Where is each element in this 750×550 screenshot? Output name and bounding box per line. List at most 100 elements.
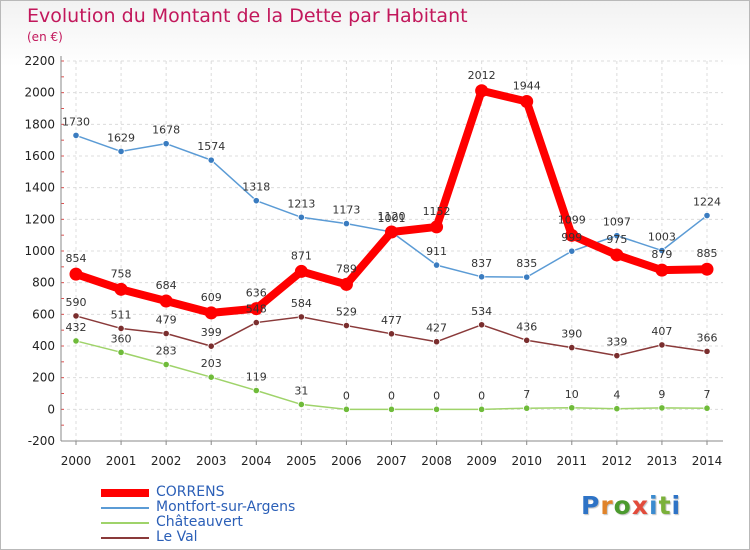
data-point-le-val bbox=[162, 329, 170, 338]
data-label-montfort-sur-argens: 1003 bbox=[648, 231, 676, 244]
legend-swatch-correns bbox=[101, 489, 149, 497]
data-point-montfort-sur-argens bbox=[703, 211, 711, 220]
data-point-correns bbox=[520, 95, 534, 109]
data-label-le-val: 590 bbox=[66, 296, 87, 309]
data-point-ch-teauvert bbox=[387, 405, 396, 413]
data-point-correns bbox=[114, 282, 128, 296]
logo-letter: t bbox=[658, 491, 672, 520]
y-tick-label: 2200 bbox=[24, 54, 55, 68]
data-label-le-val: 529 bbox=[336, 306, 357, 319]
data-label-montfort-sur-argens: 1097 bbox=[603, 216, 631, 229]
data-label-montfort-sur-argens: 1730 bbox=[62, 115, 90, 128]
data-point-le-val bbox=[387, 330, 396, 338]
data-point-correns bbox=[700, 262, 714, 276]
data-label-montfort-sur-argens: 1001 bbox=[378, 212, 406, 225]
data-label-correns: 684 bbox=[156, 279, 177, 292]
data-label-correns: 1099 bbox=[558, 213, 586, 226]
data-label-montfort-sur-argens: 1629 bbox=[107, 131, 135, 144]
x-tick-label: 2005 bbox=[286, 454, 317, 468]
data-label-montfort-sur-argens: 1678 bbox=[152, 124, 180, 137]
y-tick-label: 400 bbox=[32, 339, 55, 353]
axes: -200020040060080010001200140016001800200… bbox=[24, 54, 723, 468]
data-label-ch-teauvert: 7 bbox=[523, 388, 530, 401]
data-point-correns bbox=[475, 84, 489, 98]
data-point-le-val bbox=[568, 343, 576, 352]
data-label-correns: 1944 bbox=[513, 80, 541, 93]
data-label-montfort-sur-argens: 837 bbox=[471, 257, 492, 270]
y-tick-label: 1800 bbox=[24, 117, 55, 131]
data-point-le-val bbox=[703, 347, 711, 355]
data-label-correns: 609 bbox=[201, 291, 222, 304]
data-point-le-val bbox=[523, 336, 531, 344]
data-point-ch-teauvert bbox=[523, 404, 531, 412]
data-point-le-val bbox=[252, 318, 260, 327]
chart-subtitle: (en €) bbox=[27, 30, 63, 44]
data-point-montfort-sur-argens bbox=[207, 156, 215, 164]
data-label-ch-teauvert: 119 bbox=[246, 370, 267, 383]
chart-title: Evolution du Montant de la Dette par Hab… bbox=[27, 5, 468, 27]
data-point-montfort-sur-argens bbox=[252, 197, 260, 205]
data-label-ch-teauvert: 360 bbox=[111, 332, 132, 345]
data-label-le-val: 477 bbox=[381, 314, 402, 327]
x-tick-label: 2011 bbox=[557, 454, 588, 468]
data-label-montfort-sur-argens: 999 bbox=[561, 231, 582, 244]
x-tick-label: 2012 bbox=[602, 454, 633, 468]
logo-letter: i bbox=[671, 491, 682, 520]
data-point-correns bbox=[610, 248, 624, 262]
data-point-ch-teauvert bbox=[252, 386, 260, 395]
data-point-ch-teauvert bbox=[613, 405, 621, 413]
data-label-le-val: 534 bbox=[471, 305, 492, 318]
data-point-correns bbox=[159, 294, 173, 308]
data-label-correns: 758 bbox=[111, 267, 132, 280]
data-point-ch-teauvert bbox=[342, 405, 351, 413]
data-point-ch-teauvert bbox=[72, 337, 80, 345]
data-point-ch-teauvert bbox=[658, 404, 666, 412]
legend-swatch-chateauvert bbox=[101, 522, 149, 524]
data-point-ch-teauvert bbox=[207, 373, 215, 381]
y-tick-label: 1200 bbox=[24, 212, 55, 226]
grid-lines bbox=[61, 60, 723, 442]
data-label-montfort-sur-argens: 1318 bbox=[242, 181, 270, 194]
data-label-ch-teauvert: 7 bbox=[704, 388, 711, 401]
data-label-le-val: 399 bbox=[201, 326, 222, 339]
data-point-montfort-sur-argens bbox=[72, 131, 80, 140]
data-point-montfort-sur-argens bbox=[297, 213, 305, 221]
data-point-correns bbox=[430, 220, 444, 234]
data-point-le-val bbox=[613, 352, 621, 360]
data-point-le-val bbox=[342, 321, 351, 330]
legend-label-montfort: Montfort-sur-Argens bbox=[156, 499, 296, 515]
data-label-correns: 854 bbox=[66, 252, 87, 265]
legend-swatch-le-val bbox=[101, 537, 149, 539]
data-point-montfort-sur-argens bbox=[162, 140, 170, 148]
data-label-le-val: 548 bbox=[246, 303, 267, 316]
data-label-le-val: 584 bbox=[291, 297, 312, 310]
data-label-ch-teauvert: 0 bbox=[343, 389, 350, 402]
data-point-montfort-sur-argens bbox=[658, 246, 666, 255]
logo-letter: r bbox=[600, 491, 614, 520]
data-point-montfort-sur-argens bbox=[568, 247, 576, 255]
data-point-le-val bbox=[478, 321, 486, 329]
x-tick-label: 2013 bbox=[647, 454, 678, 468]
data-label-le-val: 511 bbox=[111, 308, 132, 321]
data-label-correns: 1152 bbox=[423, 205, 451, 218]
logo-letter: o bbox=[613, 491, 632, 520]
legend-label-chateauvert: Châteauvert bbox=[156, 514, 243, 530]
data-point-le-val bbox=[658, 341, 666, 349]
logo-letter: x bbox=[631, 491, 649, 520]
data-point-le-val bbox=[432, 338, 441, 346]
y-tick-label: 2000 bbox=[24, 86, 55, 100]
data-label-ch-teauvert: 9 bbox=[658, 388, 665, 401]
data-point-ch-teauvert bbox=[432, 405, 441, 413]
data-point-ch-teauvert bbox=[297, 400, 305, 409]
data-label-ch-teauvert: 0 bbox=[478, 389, 485, 402]
legend-label-correns: CORRENS bbox=[156, 484, 225, 500]
data-label-le-val: 407 bbox=[651, 325, 672, 338]
data-label-correns: 789 bbox=[336, 262, 357, 275]
x-tick-label: 2002 bbox=[151, 454, 182, 468]
data-label-ch-teauvert: 203 bbox=[201, 357, 222, 370]
y-tick-label: 1400 bbox=[24, 181, 55, 195]
data-label-montfort-sur-argens: 1173 bbox=[332, 204, 360, 217]
data-labels: 1730 1629 1678 1574 1318 1213 1173 1001 911 837 83… bbox=[62, 69, 721, 403]
